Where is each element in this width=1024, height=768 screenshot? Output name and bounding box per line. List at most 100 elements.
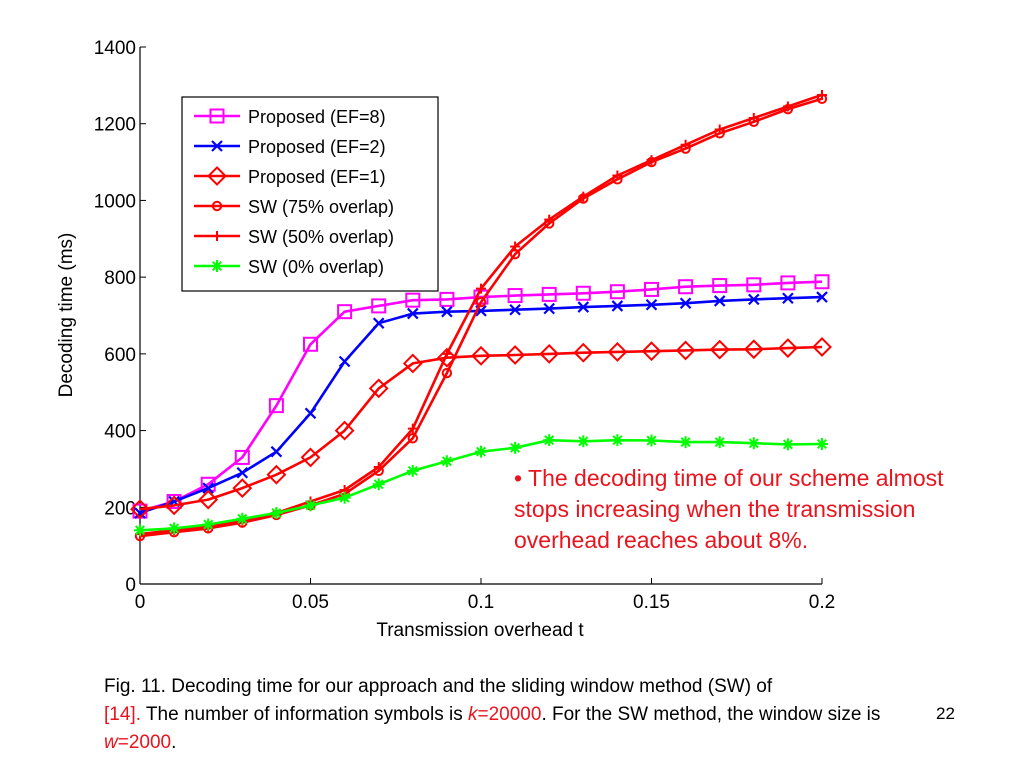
- data-point: [509, 303, 521, 316]
- data-point: [611, 300, 624, 312]
- caption-part-1: Fig. 11. Decoding time for our approach …: [104, 676, 773, 697]
- data-point: [334, 420, 355, 441]
- data-point: [510, 241, 521, 252]
- data-point: [368, 378, 389, 399]
- legend-entry: Proposed (EF=8): [194, 107, 386, 127]
- data-point: [372, 478, 385, 491]
- legend-label: Proposed (EF=2): [248, 137, 386, 157]
- annotation-line-3: overhead reaches about 8%.: [514, 527, 809, 553]
- data-point: [476, 283, 486, 294]
- data-point: [645, 298, 658, 311]
- y-tick-label: 0: [125, 575, 136, 596]
- data-point: [202, 482, 214, 494]
- data-point: [645, 434, 658, 447]
- x-tick-label: 0.1: [468, 592, 494, 613]
- caption-reference[interactable]: [14].: [104, 704, 141, 725]
- caption-k-variable: k: [468, 704, 478, 725]
- data-point: [372, 317, 385, 329]
- data-point: [713, 436, 726, 449]
- data-point: [300, 447, 321, 468]
- series-line: [139, 345, 823, 511]
- page-number: 22: [936, 704, 955, 723]
- data-point: [405, 292, 421, 308]
- data-point: [781, 438, 794, 451]
- data-point: [641, 341, 662, 362]
- series-line: [139, 97, 823, 538]
- data-point: [675, 340, 696, 361]
- data-point: [714, 124, 725, 135]
- data-point: [211, 260, 223, 272]
- data-point: [679, 436, 692, 449]
- data-point: [680, 139, 691, 150]
- data-point: [678, 279, 694, 295]
- y-tick-label: 1400: [94, 38, 136, 59]
- data-point: [475, 296, 487, 308]
- data-point: [573, 342, 594, 363]
- data-point: [471, 345, 491, 366]
- data-point: [575, 285, 591, 301]
- data-point: [303, 336, 318, 352]
- data-point: [439, 291, 455, 307]
- caption-part-3: . For the SW method, the window size is: [541, 704, 881, 725]
- data-point: [709, 339, 730, 360]
- y-tick-label: 200: [104, 498, 136, 519]
- legend-label: SW (0% overlap): [248, 257, 384, 277]
- x-tick-label: 0.05: [292, 592, 329, 613]
- data-point: [211, 200, 223, 212]
- data-point: [577, 435, 590, 448]
- data-point: [202, 518, 215, 531]
- data-point: [777, 338, 798, 359]
- data-point: [505, 345, 526, 365]
- data-point: [166, 494, 182, 510]
- legend-label: Proposed (EF=8): [248, 107, 386, 127]
- data-point: [747, 437, 760, 450]
- legend-box: [181, 96, 439, 292]
- data-point: [509, 441, 522, 454]
- data-point: [211, 140, 223, 152]
- data-point: [266, 464, 287, 485]
- legend-entry: Proposed (EF=2): [194, 137, 386, 157]
- y-tick-label: 800: [104, 268, 136, 289]
- data-point: [304, 499, 317, 512]
- y-tick-label: 400: [104, 422, 136, 443]
- data-point: [134, 524, 146, 537]
- data-point: [713, 295, 726, 307]
- legend-entry: SW (50% overlap): [194, 227, 394, 247]
- data-point: [543, 302, 555, 315]
- legend-label: Proposed (EF=1): [248, 167, 386, 187]
- data-point: [441, 348, 452, 359]
- data-point: [611, 434, 624, 447]
- data-point: [578, 191, 589, 202]
- legend-entry: SW (0% overlap): [194, 257, 384, 277]
- caption-w-value: =2000: [117, 732, 172, 753]
- data-point: [130, 499, 150, 520]
- data-point: [679, 297, 692, 310]
- legend-label: SW (75% overlap): [248, 197, 394, 217]
- data-point: [168, 522, 181, 535]
- data-point: [232, 478, 253, 499]
- data-point: [577, 301, 590, 313]
- data-point: [236, 512, 249, 525]
- data-point: [817, 89, 827, 100]
- legend-label: SW (50% overlap): [248, 227, 394, 247]
- data-point: [507, 288, 523, 304]
- x-tick-label: 0: [135, 592, 146, 613]
- y-axis: 0 200 400 600 800 1000 1200 1400: [94, 38, 146, 596]
- data-point: [373, 462, 384, 473]
- y-tick-label: 1000: [94, 191, 136, 212]
- data-point: [544, 214, 555, 225]
- figure-caption: Fig. 11. Decoding time for our approach …: [104, 673, 924, 757]
- x-tick-label: 0.2: [809, 592, 835, 613]
- data-point: [782, 101, 793, 112]
- data-point: [198, 489, 219, 510]
- annotation: • The decoding time of our scheme almost…: [514, 463, 1009, 556]
- data-point: [234, 449, 250, 465]
- legend-entry: SW (75% overlap): [194, 197, 394, 217]
- data-point: [746, 277, 762, 293]
- series-diamond: [130, 337, 832, 520]
- data-point: [539, 343, 560, 364]
- data-point: [816, 291, 828, 303]
- data-point: [371, 298, 387, 314]
- data-point: [541, 286, 557, 302]
- data-point: [607, 342, 628, 362]
